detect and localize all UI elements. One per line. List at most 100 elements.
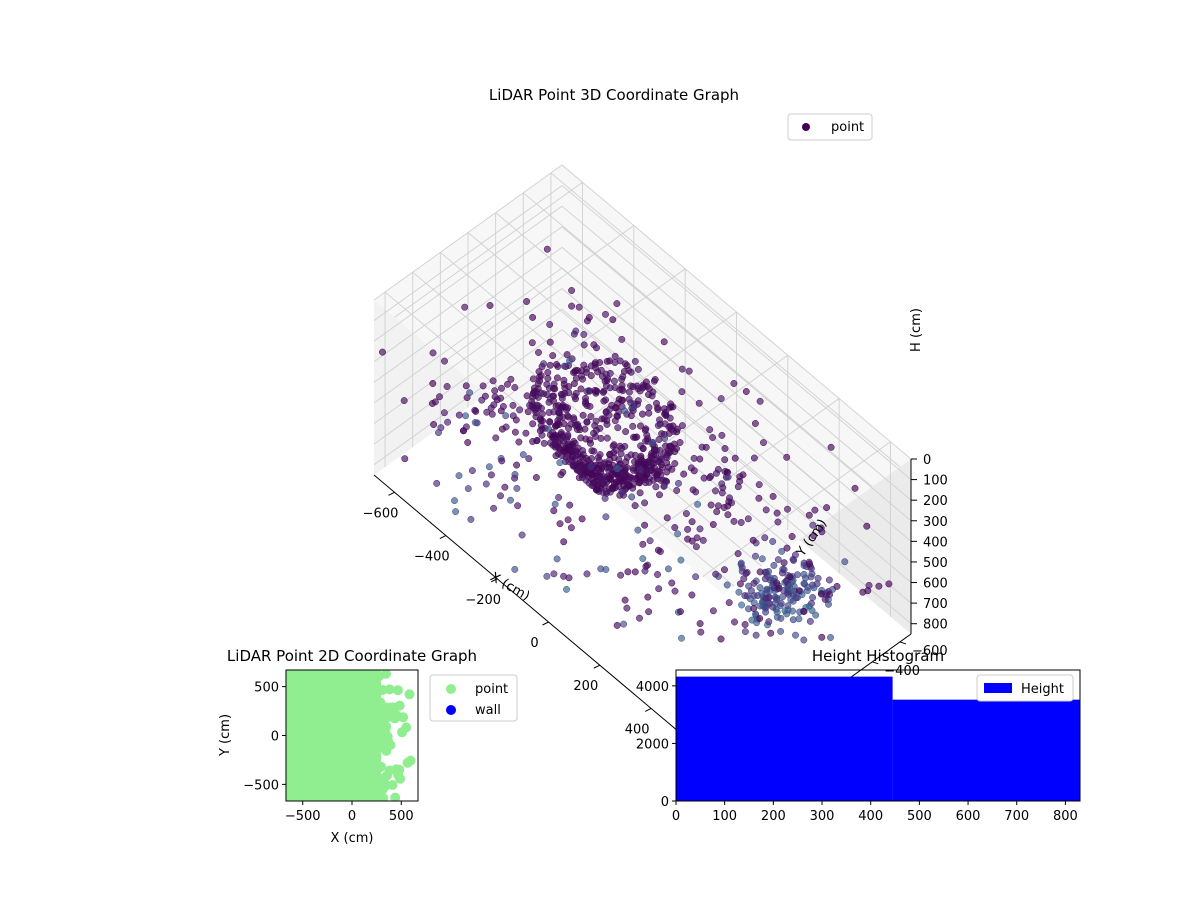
point-3d	[603, 434, 611, 442]
point-3d	[738, 601, 746, 609]
point-3d	[462, 412, 470, 420]
point-3d	[464, 485, 472, 493]
point-3d	[519, 451, 527, 459]
point-2d	[365, 685, 376, 696]
point-3d	[771, 599, 779, 607]
point-3d	[639, 555, 647, 563]
point-3d	[631, 357, 639, 365]
point-3d	[692, 573, 700, 581]
point-3d	[684, 535, 692, 543]
point-3d	[602, 513, 610, 521]
point-3d	[825, 576, 833, 584]
point-3d	[628, 493, 636, 501]
point-3d	[550, 408, 558, 416]
point-2d	[358, 739, 369, 750]
y-tick-mark	[872, 661, 879, 665]
point-3d	[645, 409, 653, 417]
point-3d	[688, 518, 696, 526]
point-3d	[553, 361, 561, 368]
point-2d	[337, 750, 348, 761]
point-3d	[436, 393, 443, 401]
point-3d	[767, 629, 775, 637]
x-tick-label: 200	[573, 679, 598, 694]
point-3d	[718, 431, 726, 439]
point-3d	[530, 384, 538, 392]
point-3d	[707, 501, 715, 509]
point-3d	[714, 465, 722, 473]
point-3d	[567, 524, 575, 532]
legend-marker-point	[802, 123, 810, 131]
point-3d	[693, 534, 701, 542]
point-3d	[734, 550, 742, 558]
point-3d	[736, 473, 744, 481]
point-3d	[526, 401, 534, 409]
point-3d	[661, 435, 669, 442]
point-3d	[455, 411, 463, 419]
point-2d	[286, 699, 295, 710]
point-3d	[489, 377, 497, 385]
point-3d	[613, 621, 621, 629]
point-3d	[582, 454, 590, 462]
grid-z-left	[373, 185, 563, 321]
point-3d	[581, 425, 589, 433]
point-3d	[498, 384, 505, 392]
point-3d	[646, 537, 654, 545]
point-3d	[642, 479, 650, 487]
point-2d	[286, 755, 296, 766]
point-3d	[525, 455, 533, 463]
point-3d	[627, 399, 635, 407]
point-3d	[713, 508, 721, 516]
point-3d	[565, 383, 573, 391]
x-tick-label: 0	[348, 809, 356, 824]
point-3d	[570, 414, 578, 422]
point-3d	[818, 528, 826, 536]
point-3d	[617, 475, 625, 483]
point-3d	[528, 339, 536, 347]
point-3d	[587, 463, 595, 470]
point-3d	[564, 431, 572, 439]
histogram-ticks: 0 100 200 300 400 500 600 700 800 0 2000 4000	[636, 680, 1078, 824]
legend-label-point: point	[831, 120, 864, 135]
point-2d	[306, 691, 317, 702]
point-3d	[804, 583, 812, 591]
point-2d	[375, 697, 386, 708]
point-3d	[559, 468, 567, 476]
histogram-bar	[676, 676, 893, 801]
point-3d	[690, 454, 698, 462]
x-tick-mark	[490, 578, 498, 583]
point-3d	[805, 602, 813, 610]
point-3d	[553, 555, 561, 563]
point-3d	[806, 560, 813, 568]
point-3d	[676, 439, 684, 446]
point-3d	[656, 491, 663, 499]
point-2d	[335, 735, 345, 746]
grid-z-back	[561, 164, 912, 460]
point-3d	[786, 583, 794, 591]
point-3d	[744, 515, 752, 523]
y-tick-label: 0	[661, 795, 669, 810]
point-3d	[523, 298, 531, 305]
point-3d	[579, 411, 587, 419]
point-3d	[443, 383, 451, 390]
point-3d	[629, 422, 637, 430]
point-3d	[644, 593, 652, 601]
point-2d	[375, 741, 386, 752]
point-3d	[647, 458, 655, 466]
point-3d	[513, 461, 521, 469]
point-3d	[817, 590, 825, 598]
point-3d	[544, 375, 552, 382]
point-3d	[429, 380, 437, 387]
point-2d	[297, 681, 308, 692]
point-3d	[696, 620, 704, 628]
legend-swatch-height	[984, 683, 1012, 693]
point-2d	[307, 760, 318, 770]
point-3d	[736, 580, 744, 588]
point-3d	[678, 634, 685, 642]
point-3d	[651, 376, 659, 383]
point-3d	[513, 484, 521, 492]
point-3d	[583, 570, 591, 578]
point-3d	[535, 349, 542, 356]
point-3d	[747, 587, 755, 595]
point-3d	[752, 552, 759, 560]
point-3d	[568, 287, 576, 294]
